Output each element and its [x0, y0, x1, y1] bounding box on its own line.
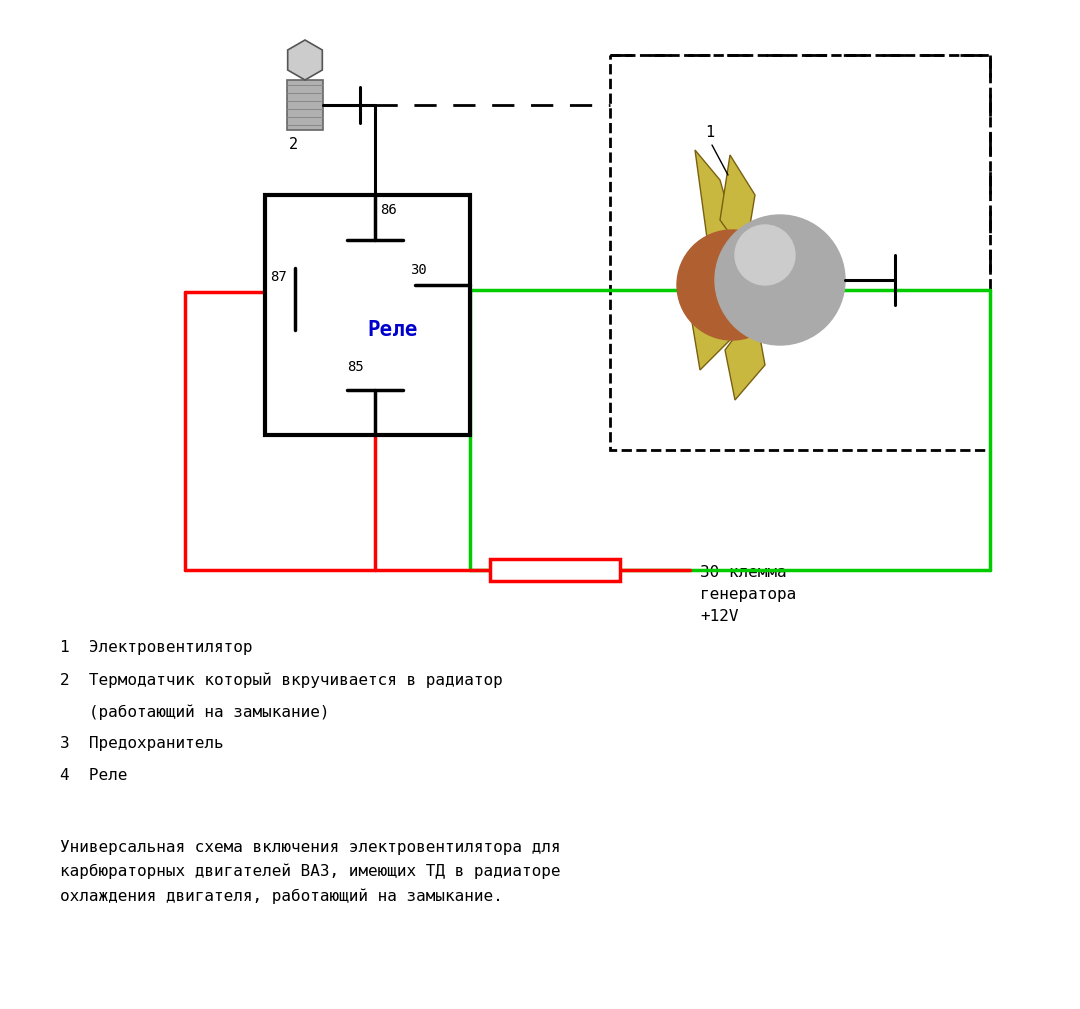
Text: 1  Электровентилятор: 1 Электровентилятор	[60, 640, 253, 655]
Text: (работающий на замыкание): (работающий на замыкание)	[60, 704, 329, 719]
Text: 30: 30	[410, 263, 427, 277]
Polygon shape	[725, 310, 765, 400]
Bar	[610, 55, 990, 450]
Bar	[287, 80, 323, 130]
Polygon shape	[287, 40, 322, 80]
Text: Универсальная схема включения электровентилятора для
карбюраторных двигателей ВА: Универсальная схема включения электровен…	[60, 840, 561, 903]
Text: 4  Реле: 4 Реле	[60, 768, 127, 783]
Text: 3  Предохранитель: 3 Предохранитель	[60, 736, 224, 751]
Bar	[265, 195, 470, 435]
Text: 2  Термодатчик который вкручивается в радиатор: 2 Термодатчик который вкручивается в рад…	[60, 672, 503, 687]
Text: 1: 1	[705, 125, 714, 140]
Bar	[490, 559, 620, 581]
Circle shape	[735, 225, 795, 285]
Text: 85: 85	[347, 360, 364, 374]
Text: Реле: Реле	[367, 320, 418, 340]
Text: 30 клемма
генератора
+12V: 30 клемма генератора +12V	[700, 565, 796, 625]
Text: 87: 87	[270, 270, 287, 284]
Text: 86: 86	[380, 203, 396, 217]
Text: 2: 2	[288, 137, 298, 152]
Polygon shape	[685, 275, 740, 370]
Polygon shape	[720, 155, 755, 255]
Circle shape	[715, 215, 845, 345]
Polygon shape	[696, 150, 740, 260]
Circle shape	[677, 230, 787, 340]
